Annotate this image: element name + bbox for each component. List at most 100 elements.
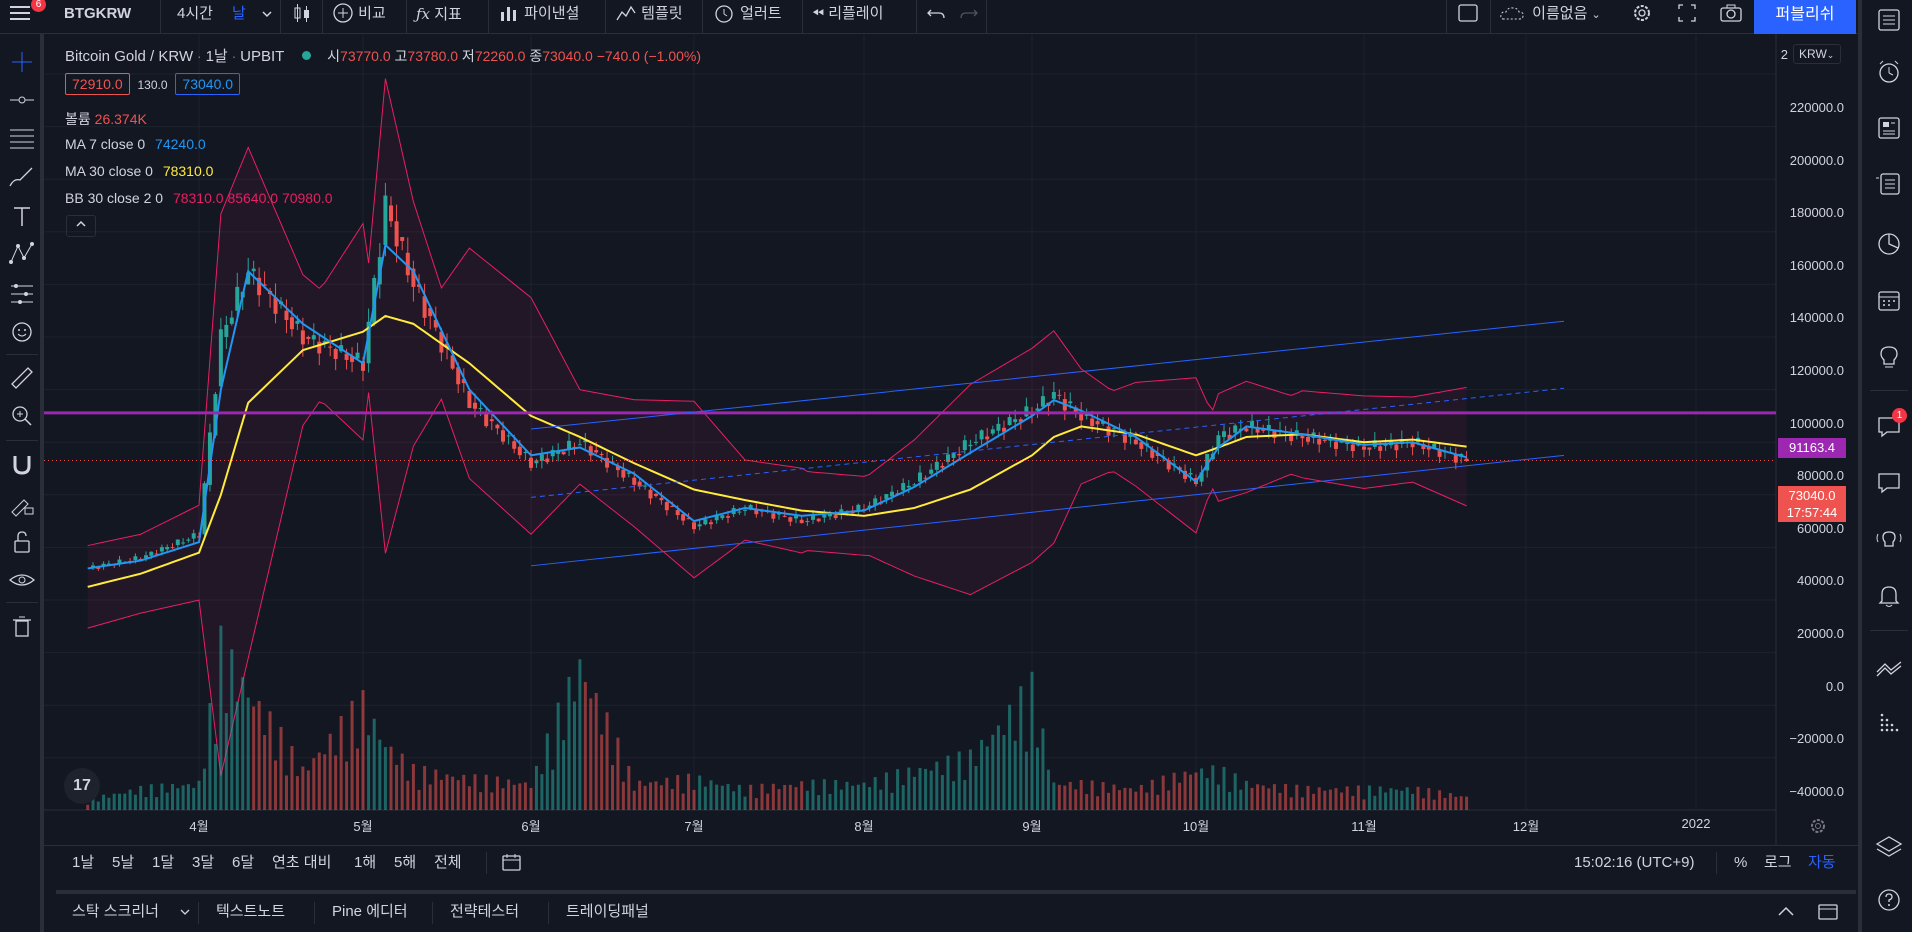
symbol-search[interactable]: BTGKRW bbox=[64, 5, 132, 22]
clock-timezone[interactable]: 15:02:16 (UTC+9) bbox=[1574, 854, 1695, 871]
lock-all-tool[interactable] bbox=[6, 526, 38, 558]
snapshot-button[interactable] bbox=[1718, 0, 1746, 34]
trading-button[interactable] bbox=[1873, 652, 1905, 684]
percent-scale-toggle[interactable]: % bbox=[1734, 854, 1748, 871]
auto-scale-toggle[interactable]: 자동 bbox=[1808, 854, 1836, 871]
panel-tab[interactable]: 트레이딩패널 bbox=[566, 903, 649, 920]
ma7-legend[interactable]: MA 7 close 0 74240.0 bbox=[65, 136, 206, 152]
range-button[interactable]: 5해 bbox=[394, 854, 417, 871]
interval-4h[interactable]: 4시간 bbox=[177, 5, 213, 22]
candle-body bbox=[1350, 444, 1355, 452]
compare-button[interactable]: 비교 bbox=[332, 0, 392, 34]
tradingview-logo[interactable]: 17 bbox=[64, 768, 100, 804]
price-chart[interactable] bbox=[44, 34, 1858, 846]
volume-bar bbox=[1427, 788, 1431, 810]
ask-price[interactable]: 73040.0 bbox=[175, 73, 241, 95]
ma30-legend[interactable]: MA 30 close 0 78310.0 bbox=[65, 163, 213, 179]
chart-settings-button[interactable] bbox=[1806, 814, 1830, 838]
candle-body bbox=[333, 348, 338, 360]
panel-tab[interactable]: Pine 에디터 bbox=[332, 903, 408, 920]
watchlist-button[interactable] bbox=[1873, 4, 1905, 36]
settings-button[interactable] bbox=[1630, 0, 1658, 34]
panel-tab[interactable]: 텍스트노트 bbox=[216, 903, 286, 920]
measure-tool[interactable] bbox=[6, 362, 38, 394]
trendline-tool[interactable] bbox=[6, 84, 38, 116]
alerts-button[interactable]: 얼러트 bbox=[712, 0, 792, 34]
help-button[interactable] bbox=[1873, 884, 1905, 916]
collapse-panel-button[interactable] bbox=[1774, 900, 1798, 924]
interval-dropdown[interactable] bbox=[260, 0, 274, 34]
hide-drawings-tool[interactable] bbox=[6, 564, 38, 596]
volume-bar bbox=[946, 755, 950, 810]
candle-body bbox=[946, 454, 950, 462]
data-window-button[interactable] bbox=[1873, 168, 1905, 200]
fullscreen-button[interactable] bbox=[1675, 0, 1703, 34]
news-button[interactable] bbox=[1873, 112, 1905, 144]
range-button[interactable]: 연초 대비 bbox=[272, 854, 332, 871]
lock-drawing-tool[interactable] bbox=[6, 488, 38, 520]
candle-body bbox=[659, 497, 664, 501]
zoom-tool[interactable] bbox=[6, 400, 38, 432]
crosshair-tool[interactable] bbox=[6, 46, 38, 78]
volume-bar bbox=[1300, 797, 1304, 810]
candle-body bbox=[1464, 458, 1469, 462]
collapse-legend-button[interactable] bbox=[66, 215, 96, 237]
panel-tab[interactable]: 스탁 스크리너 bbox=[72, 903, 159, 920]
panel-tab[interactable]: 전략테스터 bbox=[450, 903, 520, 920]
interval-day[interactable]: 날 bbox=[232, 5, 246, 22]
bb-legend[interactable]: BB 30 close 2 0 78310.0 85640.0 70980.0 bbox=[65, 190, 333, 206]
financials-button[interactable]: 파이낸셜 bbox=[498, 0, 594, 34]
log-scale-toggle[interactable]: 로그 bbox=[1764, 854, 1792, 871]
templates-button[interactable]: 템플릿 bbox=[615, 0, 695, 34]
streams-button[interactable] bbox=[1873, 524, 1905, 556]
symbol-title[interactable]: Bitcoin Gold / KRW bbox=[65, 48, 194, 65]
candle-body bbox=[534, 460, 539, 464]
ideas-button[interactable] bbox=[1873, 342, 1905, 374]
replay-button[interactable]: ⏪︎ 리플레이 bbox=[812, 0, 908, 34]
range-button[interactable]: 1날 bbox=[72, 854, 95, 871]
fib-tool[interactable] bbox=[6, 122, 38, 154]
currency-selector[interactable]: KRW⌄ bbox=[1793, 44, 1841, 64]
layout-toggle-button[interactable] bbox=[1456, 0, 1482, 34]
object-tree-button[interactable] bbox=[1873, 830, 1905, 862]
magnet-tool[interactable] bbox=[6, 448, 38, 480]
panel-chevron-icon[interactable] bbox=[178, 902, 192, 922]
range-button[interactable]: 1해 bbox=[354, 854, 377, 871]
dom-button[interactable] bbox=[1873, 706, 1905, 738]
prediction-tool[interactable] bbox=[6, 278, 38, 310]
goto-date-button[interactable] bbox=[500, 852, 524, 874]
volume-bar bbox=[659, 785, 663, 810]
tv-logo-icon: 17 bbox=[73, 777, 91, 794]
range-button[interactable]: 1달 bbox=[152, 854, 175, 871]
private-chats-button[interactable] bbox=[1873, 466, 1905, 498]
redo-button[interactable] bbox=[958, 0, 982, 34]
chart-pane[interactable] bbox=[44, 34, 1858, 846]
brush-tool[interactable] bbox=[6, 160, 38, 192]
range-button[interactable]: 3달 bbox=[192, 854, 215, 871]
pattern-tool[interactable] bbox=[6, 238, 38, 270]
template-icon bbox=[616, 5, 636, 21]
volume-bar bbox=[1438, 790, 1442, 810]
remove-drawings-tool[interactable] bbox=[6, 610, 38, 642]
alerts-widget-button[interactable] bbox=[1873, 56, 1905, 88]
publish-button[interactable]: 퍼블리쉬 bbox=[1754, 0, 1856, 34]
chart-type-button[interactable] bbox=[290, 0, 314, 34]
bid-price[interactable]: 72910.0 bbox=[65, 73, 130, 95]
gear-icon bbox=[1811, 819, 1825, 833]
candle-body bbox=[599, 454, 604, 456]
volume-bar bbox=[202, 768, 206, 810]
range-button[interactable]: 6달 bbox=[232, 854, 255, 871]
volume-legend[interactable]: 볼륨 26.374K bbox=[65, 109, 147, 129]
text-tool[interactable] bbox=[6, 200, 38, 232]
undo-button[interactable] bbox=[925, 0, 949, 34]
maximize-panel-button[interactable] bbox=[1816, 900, 1840, 924]
indicators-button[interactable]: ƒx 지표 bbox=[416, 0, 478, 34]
layout-name-button[interactable]: 이름없음 ⌄ bbox=[1498, 0, 1618, 34]
menu-button[interactable] bbox=[8, 0, 34, 34]
calendar-button[interactable] bbox=[1873, 284, 1905, 316]
range-button[interactable]: 5날 bbox=[112, 854, 135, 871]
hotlist-button[interactable] bbox=[1873, 228, 1905, 260]
notifications-button[interactable] bbox=[1873, 580, 1905, 612]
emoji-tool[interactable] bbox=[6, 316, 38, 348]
range-button[interactable]: 전체 bbox=[434, 854, 462, 871]
